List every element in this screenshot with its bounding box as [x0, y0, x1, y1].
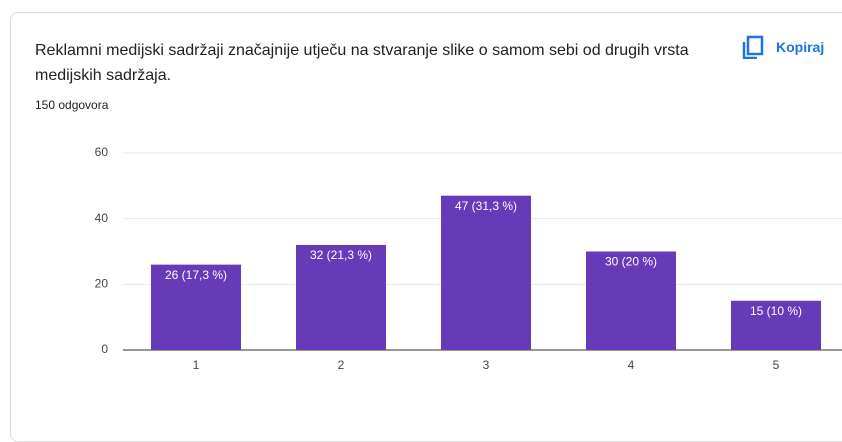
x-tick-label: 1 [193, 358, 200, 372]
y-tick-label: 0 [101, 342, 108, 356]
x-tick-label: 2 [338, 358, 345, 372]
data-label: 30 (20 %) [605, 255, 657, 269]
x-tick-label: 3 [483, 358, 490, 372]
copy-icon [742, 35, 764, 59]
y-tick-label: 40 [95, 211, 109, 225]
x-tick-label: 5 [773, 358, 780, 372]
data-label: 32 (21,3 %) [310, 248, 372, 262]
chart: 0 20 40 60 1 26 (17,3 %) 2 32 (21,3 %) 3 47 (31,3… [95, 145, 842, 372]
y-tick-label: 60 [95, 145, 109, 159]
x-tick-label: 4 [628, 358, 635, 372]
bar [151, 264, 241, 350]
bar [586, 251, 676, 350]
data-label: 15 (10 %) [750, 304, 802, 318]
copy-button[interactable]: Kopiraj [742, 35, 824, 59]
page: Reklamni medijski sadržaji značajnije ut… [10, 12, 842, 442]
bar [731, 300, 821, 350]
y-tick-label: 20 [95, 277, 109, 291]
data-label: 26 (17,3 %) [165, 268, 227, 282]
copy-label: Kopiraj [776, 39, 825, 55]
bar [296, 244, 386, 350]
data-label: 47 (31,3 %) [455, 199, 517, 213]
bar [441, 195, 531, 350]
response-count: 150 odgovora [35, 98, 109, 112]
question-title: Reklamni medijski sadržaji značajnije ut… [35, 42, 689, 84]
